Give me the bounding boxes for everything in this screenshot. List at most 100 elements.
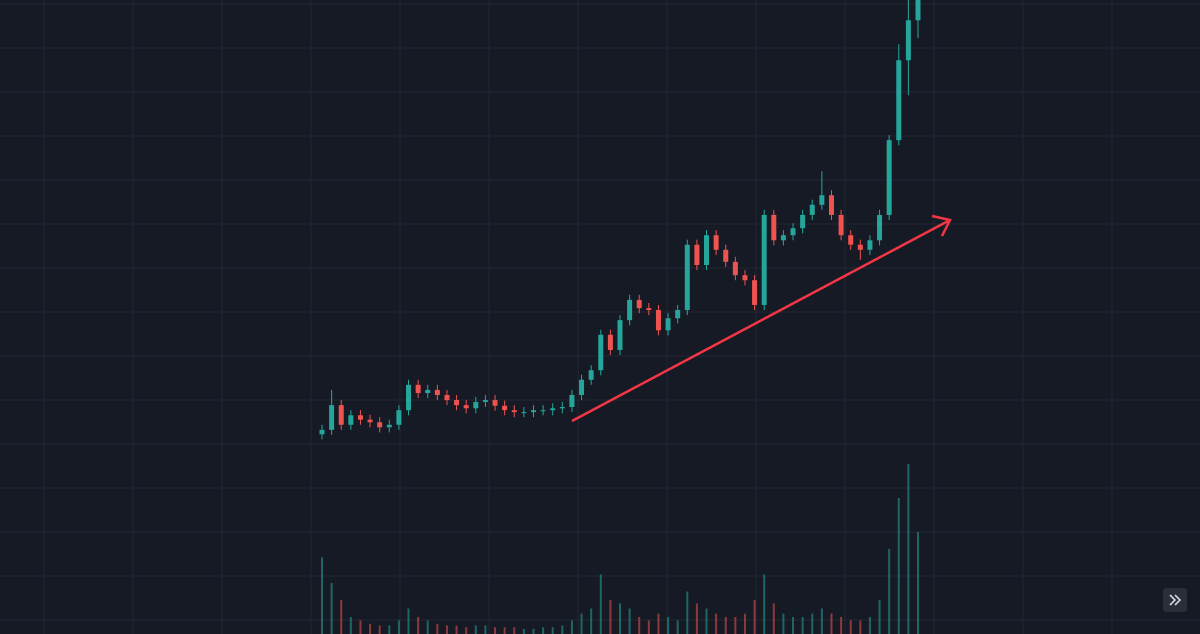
arrow-line [571,218,951,423]
volume-bar [542,627,545,634]
candle-body [607,334,613,350]
volume-bar [551,627,554,634]
volume-bar [667,617,670,634]
volume-bar [407,608,410,634]
volume-bar [503,627,506,634]
volume-bar [599,574,602,634]
candle-body [434,389,440,395]
volume-bar [609,600,612,634]
candle-body [675,310,681,319]
volume-bar [628,608,631,634]
volume-bar [695,603,698,634]
volume-bar [715,613,718,634]
candle-body [454,400,460,406]
volume-bar [772,603,775,634]
candle-body [752,280,758,305]
candle-body [790,228,796,236]
candle-body [704,235,710,266]
volume-bar [878,600,881,634]
volume-bar [532,628,535,634]
candle-body [809,204,815,215]
volume-bar [686,591,689,634]
candle-body [348,415,354,425]
candle-body [367,419,373,423]
volume-bar [445,625,448,634]
volume-bar [868,617,871,634]
candle-body [511,410,517,413]
candle-body [694,244,700,266]
volume-bar [859,620,862,634]
scroll-button[interactable] [1163,588,1187,612]
volume-bar [638,617,641,634]
candle-body [598,334,604,371]
volume-bar [792,617,795,634]
candle-body [550,408,556,411]
candle-body [723,249,729,262]
volume-bar [705,608,708,634]
candle-body [473,401,479,409]
volume-bar [349,617,352,634]
volume-bar [340,600,343,634]
volume-bar [474,625,477,634]
volume-bar [455,625,458,634]
volume-bar [897,498,900,634]
volume-bar [388,625,391,634]
candle-body [819,195,825,205]
arrow-head [931,214,952,237]
candle-body [828,195,834,215]
candle-body [569,394,575,408]
volume-bar [724,617,727,634]
volume-bar [830,613,833,634]
volume-bar [676,620,679,634]
volume-bar [484,625,487,634]
candle-body [655,310,661,331]
candle-body [877,214,883,241]
volume-bar [359,620,362,634]
candle-body [444,394,450,401]
volume-bar [522,628,525,634]
candle-body [848,235,854,245]
volume-bar [378,625,381,634]
candle-body [771,214,777,241]
candle-body [646,308,652,311]
candle-body [521,412,527,414]
candle-body [732,261,738,276]
button-icon[interactable] [1169,594,1182,606]
candle-body [559,407,565,409]
candle-body [761,214,767,305]
candle-body [579,379,585,395]
volume-bar [647,620,650,634]
volume-bar [801,617,804,634]
volume-bar [907,464,910,634]
volume-layer [321,464,919,634]
candle-body [396,410,402,425]
volume-bar [426,620,429,634]
candle-body [886,140,892,215]
volume-bar [782,613,785,634]
candle-body [377,422,383,428]
candle-body [406,384,412,411]
candle-body [338,405,344,425]
volume-bar [321,557,323,634]
volume-bar [465,627,468,634]
candle-body [780,235,786,241]
volume-bar [436,623,439,634]
candle-body [357,415,363,420]
candle-body [492,400,498,406]
candle-body [684,244,690,311]
volume-bar [917,532,919,634]
candle-body [415,384,421,394]
candle-body [896,60,902,141]
trend-arrow [571,214,952,423]
volume-bar [734,617,737,634]
candle-body [905,20,911,61]
candle-body [857,244,863,250]
volume-bar [397,620,400,634]
volume-bar [494,627,497,634]
volume-bar [657,613,660,634]
volume-bar [753,600,756,634]
volume-bar [513,627,516,634]
candle-body [329,405,335,430]
